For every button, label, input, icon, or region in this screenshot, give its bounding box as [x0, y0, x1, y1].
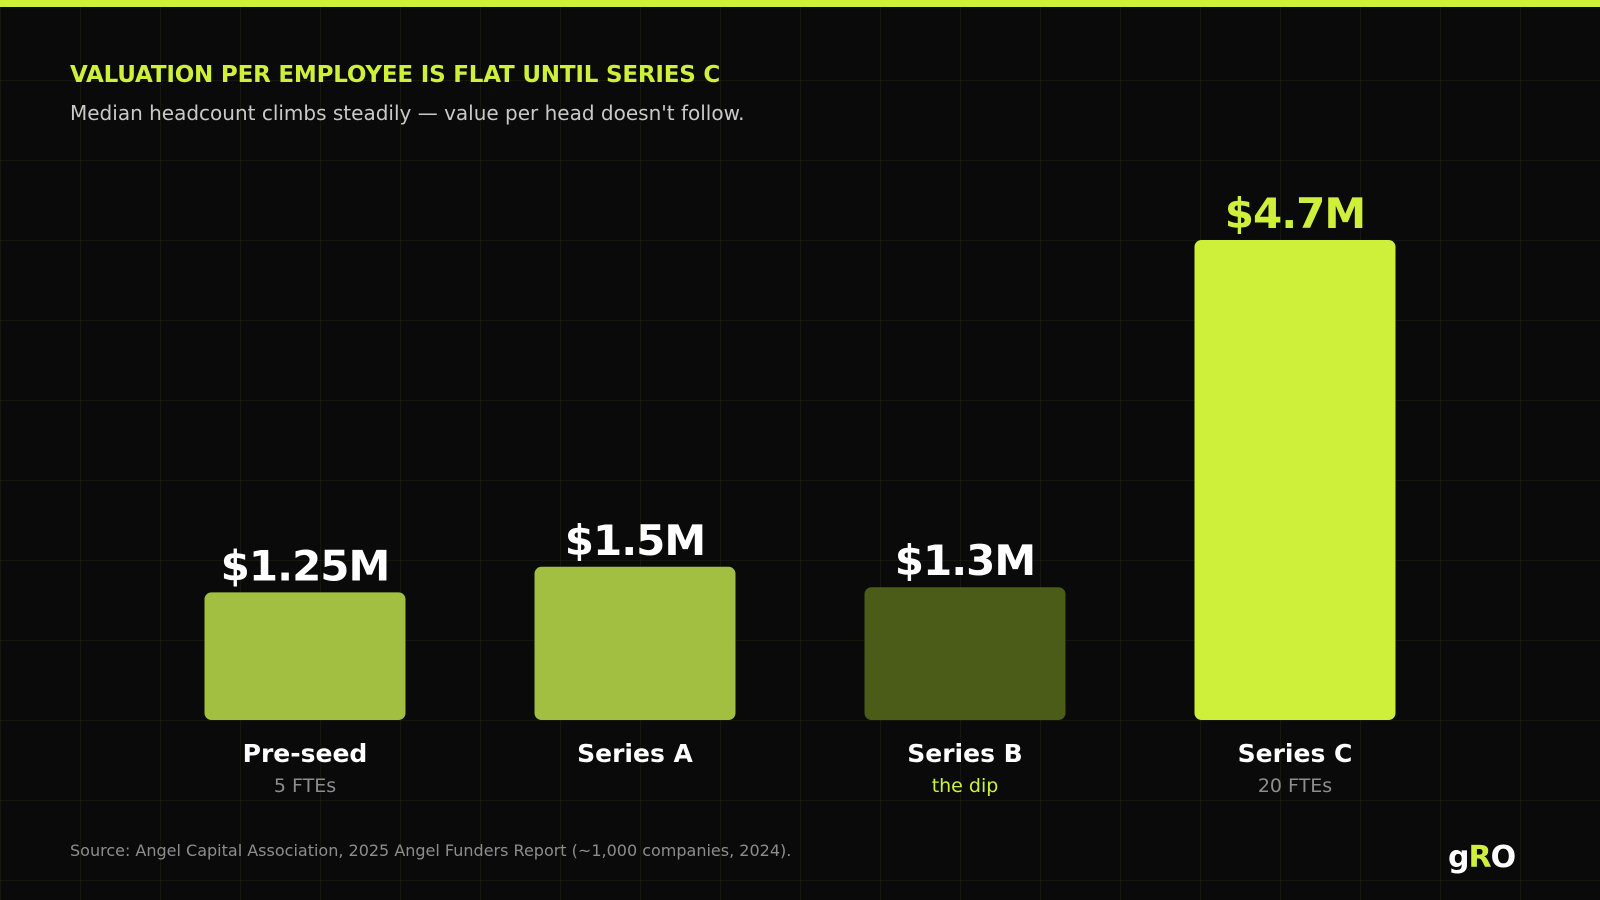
category-label: Pre-seed [243, 739, 368, 768]
chart-title: VALUATION PER EMPLOYEE IS FLAT UNTIL SER… [70, 62, 721, 88]
value-label: $1.25M [221, 541, 390, 590]
category-label: Series C [1238, 739, 1353, 768]
logo-letter-o: O [1490, 840, 1516, 875]
category-label: Series A [577, 739, 693, 768]
category-label: Series B [907, 739, 1022, 768]
category-sublabel: the dip [932, 775, 999, 797]
logo-letter-r: R [1468, 840, 1491, 875]
bar-series-b [864, 587, 1066, 720]
value-label: $4.7M [1225, 189, 1365, 238]
source-note: Source: Angel Capital Association, 2025 … [70, 841, 792, 860]
bar-series-a [534, 566, 736, 720]
value-label: $1.3M [895, 536, 1035, 585]
value-label: $1.5M [565, 516, 705, 565]
bar-series-c [1194, 240, 1396, 720]
category-sublabel: 5 FTEs [274, 775, 336, 797]
logo-letter-g: g [1448, 840, 1470, 875]
top-accent-bar [0, 0, 1600, 7]
gro-logo: gRO [1448, 838, 1558, 878]
category-sublabel: 20 FTEs [1258, 775, 1332, 797]
bar-pre-seed [204, 592, 406, 720]
chart-subtitle: Median headcount climbs steadily — value… [70, 101, 745, 125]
